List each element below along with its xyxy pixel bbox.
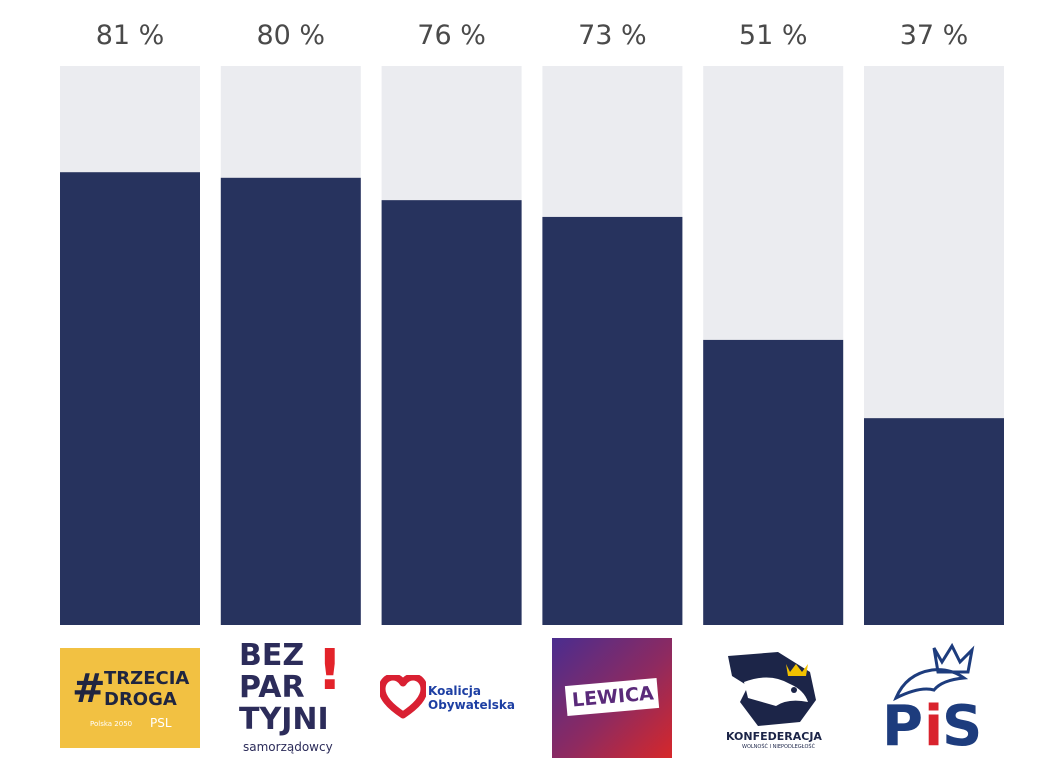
logo-text-line1: TRZECIA — [104, 668, 190, 689]
logo-letter-p: P — [882, 694, 924, 758]
logo-sub-polska2050: Polska 2050 — [90, 720, 133, 728]
logo-lewica: LEWICA — [552, 638, 672, 758]
logo-text-line2: DROGA — [104, 689, 177, 710]
logo-sub-text: samorządowcy — [243, 740, 333, 754]
logo-text-line2: Obywatelska — [428, 698, 516, 712]
logo-letter-s: S — [942, 694, 983, 758]
logo-sub-text: WOLNOŚĆ I NIEPODLEGŁOŚĆ — [742, 744, 816, 750]
logo-koalicja-obywatelska: Koalicja Obywatelska — [378, 672, 528, 722]
logo-label-box: LEWICA — [564, 678, 660, 716]
data-label: 37 % — [900, 20, 969, 51]
data-label: 73 % — [578, 20, 647, 51]
hash-mark: # — [72, 666, 106, 712]
bar — [60, 172, 200, 625]
bar — [864, 418, 1004, 625]
logo-trzecia-droga: # TRZECIA DROGA Polska 2050 PSL — [60, 648, 200, 748]
bar — [542, 216, 683, 625]
logo-sub-psl: PSL — [150, 716, 172, 730]
logo-bezpartyjni: BEZ PAR TYJNI ! samorządowcy — [225, 638, 355, 762]
logo-text-line1: Koalicja — [428, 684, 481, 698]
exclamation-mark-icon: ! — [317, 638, 343, 703]
logo-text: LEWICA — [571, 682, 655, 712]
heart-icon — [380, 675, 426, 719]
logo-letter-i: i — [924, 694, 944, 758]
logo-text: KONFEDERACJA — [726, 730, 822, 743]
data-label: 80 % — [256, 20, 325, 51]
crowned-eagle-icon — [893, 642, 975, 702]
data-label: 51 % — [739, 20, 808, 51]
bar — [220, 177, 361, 626]
data-label: 76 % — [417, 20, 486, 51]
bar — [703, 339, 844, 625]
logo-text-line2: PAR — [239, 670, 305, 705]
bar — [381, 200, 522, 625]
data-label: 81 % — [96, 20, 165, 51]
logo-pis: P i S — [876, 640, 996, 758]
logo-konfederacja: KONFEDERACJA WOLNOŚĆ I NIEPODLEGŁOŚĆ — [718, 642, 830, 754]
eagle-emblem-icon — [728, 652, 816, 726]
logo-text-line3: TYJNI — [239, 702, 329, 737]
logo-text-line1: BEZ — [239, 638, 305, 673]
